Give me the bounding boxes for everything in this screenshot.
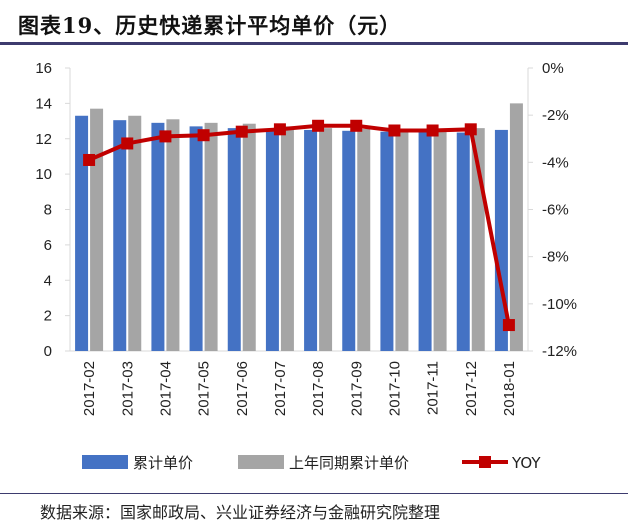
right-tick-label: -4% [542,154,569,171]
right-tick-label: 0% [542,60,564,77]
right-tick-label: -2% [542,107,569,124]
yoy-point [83,153,96,166]
bar-cumulative [304,129,318,351]
left-tick-label: 8 [44,202,52,219]
left-tick-label: 10 [35,166,52,183]
bar-prior-year [509,103,523,351]
bar-prior-year [242,123,256,351]
left-tick-label: 14 [35,95,52,112]
yoy-point [350,119,363,132]
yoy-line [88,123,511,326]
bar-prior-year [166,119,180,351]
legend-label-cumulative: 累计单价 [133,454,193,472]
bar-prior-year [395,129,409,351]
left-tick-label: 0 [44,343,52,360]
x-tick-label: 2017-12 [463,361,480,416]
right-tick-label: -8% [542,249,569,266]
yoy-point [159,130,172,143]
right-tick-label: -12% [542,343,577,360]
bar-cumulative [342,130,356,351]
x-tick-label: 2017-05 [196,361,213,416]
bar-prior-year [319,128,333,351]
left-tick-label: 12 [35,131,52,148]
left-tick-label: 16 [35,60,52,77]
footer-divider [0,493,628,494]
x-tick-label: 2017-11 [425,361,442,415]
bar-prior-year [128,115,142,351]
left-tick-label: 6 [44,237,52,254]
x-tick-label: 2017-06 [234,361,251,416]
legend-label-prior-year: 上年同期累计单价 [289,454,409,472]
yoy-point [121,137,134,150]
x-tick-label: 2017-10 [386,361,403,416]
bar-prior-year [433,129,447,351]
yoy-point [235,125,248,138]
left-tick-label: 4 [44,272,52,289]
legend-swatch-prior-year [238,455,284,469]
bar-prior-year [280,126,294,352]
bar-cumulative [113,120,127,351]
x-tick-label: 2017-04 [157,361,174,416]
x-tick-label: 2017-08 [310,361,327,416]
legend-swatch-cumulative [82,455,128,469]
bar-cumulative [265,129,279,351]
x-tick-label: 2017-03 [119,361,136,416]
yoy-point [197,129,210,142]
bar-prior-year [204,122,218,351]
bar-cumulative [227,128,241,351]
yoy-point [426,124,439,137]
bar-prior-year [90,108,104,352]
bar-prior-year [357,129,371,351]
yoy-point [388,124,401,137]
chart-title: 图表19、历史快递累计平均单价（元） [18,13,402,38]
yoy-point [312,119,325,132]
right-tick-label: -6% [542,202,569,219]
x-tick-label: 2017-07 [272,361,289,416]
legend-label-yoy: YOY [511,454,541,472]
bar-cumulative [75,115,89,351]
yoy-point [502,319,515,332]
left-tick-label: 2 [44,308,52,325]
x-tick-label: 2018-01 [501,361,518,416]
x-tick-label: 2017-02 [81,361,98,416]
title-divider [0,42,628,45]
yoy-point [464,123,477,136]
legend-marker-yoy [479,456,491,468]
right-tick-label: -10% [542,296,577,313]
bar-cumulative [151,122,165,351]
bar-cumulative [456,132,470,351]
bar-cumulative [418,131,432,351]
bar-cumulative [380,131,394,351]
source-note: 数据来源：国家邮政局、兴业证券经济与金融研究院整理 [40,503,441,522]
x-tick-label: 2017-09 [348,361,365,416]
yoy-point [273,123,286,136]
bar-cumulative [189,126,203,352]
